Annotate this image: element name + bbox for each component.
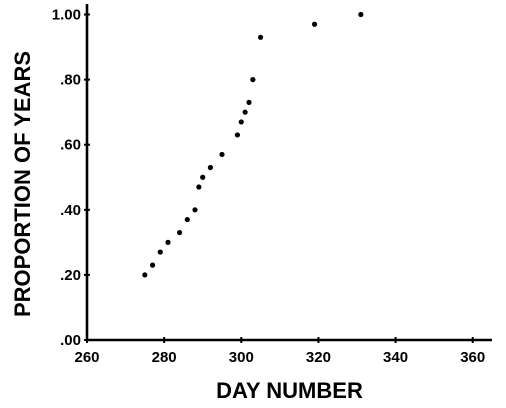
data-point-18 bbox=[358, 11, 364, 18]
data-point-16 bbox=[257, 34, 264, 40]
data-point-17 bbox=[311, 21, 318, 27]
data-point-1 bbox=[149, 262, 156, 268]
y-tick-label-5: 1.00 bbox=[52, 7, 81, 24]
data-point-4 bbox=[176, 229, 183, 236]
data-points bbox=[142, 11, 364, 278]
x-axis-title: DAY NUMBER bbox=[216, 378, 363, 403]
data-point-3 bbox=[165, 239, 171, 245]
y-tick-label-4: .80 bbox=[60, 72, 81, 89]
y-tick-label-2: .40 bbox=[60, 202, 81, 219]
y-tick-label-0: .00 bbox=[60, 332, 81, 349]
y-tick-label-1: .20 bbox=[60, 267, 81, 284]
x-tick-label-340: 340 bbox=[383, 349, 408, 366]
x-axis: 260 280 300 320 340 360 bbox=[74, 337, 492, 366]
data-point-11 bbox=[234, 132, 241, 138]
data-point-12 bbox=[238, 119, 244, 125]
data-point-15 bbox=[250, 77, 256, 83]
y-axis-title: PROPORTION OF YEARS bbox=[10, 51, 35, 317]
data-point-10 bbox=[219, 151, 225, 158]
x-tick-label-360: 360 bbox=[460, 349, 485, 366]
data-point-7 bbox=[196, 184, 202, 190]
y-tick-label-3: .60 bbox=[60, 137, 81, 154]
data-point-8 bbox=[200, 174, 206, 180]
data-point-9 bbox=[207, 164, 214, 171]
x-tick-label-260: 260 bbox=[74, 349, 99, 366]
x-tick-label-300: 300 bbox=[229, 349, 254, 366]
data-point-2 bbox=[157, 249, 163, 255]
data-point-0 bbox=[142, 272, 148, 278]
data-point-13 bbox=[242, 109, 248, 115]
x-tick-label-320: 320 bbox=[306, 349, 331, 366]
data-point-14 bbox=[246, 99, 252, 105]
data-point-5 bbox=[184, 216, 190, 223]
x-tick-label-280: 280 bbox=[152, 349, 177, 366]
y-axis: .00 .20 .40 .60 .80 1.00 bbox=[52, 4, 90, 349]
data-point-6 bbox=[192, 207, 198, 213]
